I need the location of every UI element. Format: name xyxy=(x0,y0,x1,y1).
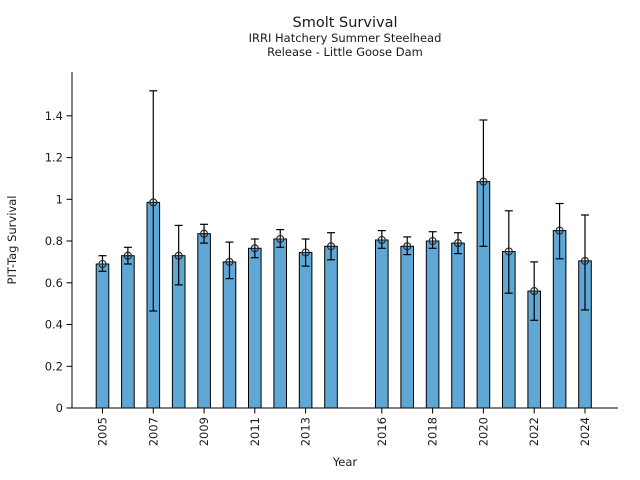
x-tick-label-2020: 2020 xyxy=(476,417,490,446)
bar-2009 xyxy=(197,233,211,409)
markers-layer xyxy=(97,177,590,296)
x-tick-label-2011: 2011 xyxy=(248,417,262,446)
x-tick-label-2022: 2022 xyxy=(527,417,541,446)
bar-2014 xyxy=(324,245,338,409)
y-tick-label-0.8: 0.8 xyxy=(45,234,63,248)
y-tick-label-0.6: 0.6 xyxy=(45,276,63,290)
y-tick-label-1.2: 1.2 xyxy=(45,151,63,165)
x-tick-label-2005: 2005 xyxy=(96,417,110,446)
bar-2013 xyxy=(298,252,313,409)
bar-2018 xyxy=(425,240,440,409)
bar-2011 xyxy=(248,247,262,409)
bar-2017 xyxy=(400,245,414,409)
x-tick-label-2007: 2007 xyxy=(146,417,160,446)
y-tick-label-0.4: 0.4 xyxy=(45,318,63,332)
x-tick-label-2024: 2024 xyxy=(578,417,592,446)
x-tick-label-2013: 2013 xyxy=(299,417,313,446)
bar-2005 xyxy=(95,263,110,409)
x-tick-label-2009: 2009 xyxy=(197,417,211,446)
bar-2006 xyxy=(121,255,135,409)
x-axis-label: Year xyxy=(332,455,358,469)
chart-subtitle-line2: Release - Little Goose Dam xyxy=(267,45,423,59)
chart-subtitle-line1: IRRI Hatchery Summer Steelhead xyxy=(249,31,442,45)
bar-2016 xyxy=(375,239,389,409)
y-tick-label-0: 0 xyxy=(56,401,63,415)
chart-title: Smolt Survival xyxy=(293,15,398,31)
ticks-layer: 0 0.2 0.4 0.6 0.8 1 1.2 1.4 2005 2007 2009 2011 2013… xyxy=(45,109,592,446)
y-axis-label: PIT-Tag Survival xyxy=(5,196,19,285)
x-tick-label-2018: 2018 xyxy=(426,417,440,446)
bar-2019 xyxy=(451,242,465,409)
y-tick-label-1: 1 xyxy=(56,192,63,206)
bar-2010 xyxy=(222,261,237,409)
x-tick-label-2016: 2016 xyxy=(375,417,389,446)
bar-2012 xyxy=(273,238,287,409)
y-tick-label-1.4: 1.4 xyxy=(45,109,63,123)
y-tick-label-0.2: 0.2 xyxy=(45,359,63,373)
